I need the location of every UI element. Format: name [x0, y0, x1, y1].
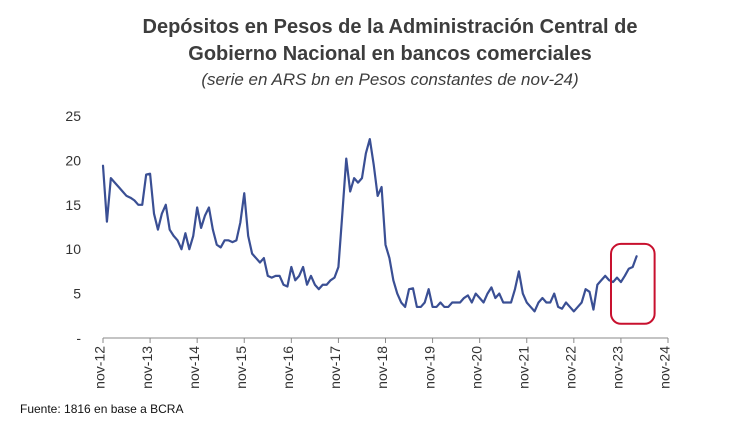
x-tick-label: nov-21	[515, 346, 531, 389]
y-tick-label: 15	[65, 197, 81, 213]
chart-title-line-1: Depósitos en Pesos de la Administración …	[142, 16, 638, 38]
x-tick-label: nov-19	[421, 346, 437, 389]
y-tick-label: 10	[65, 241, 81, 257]
highlight-box	[609, 242, 656, 325]
series-line	[101, 137, 638, 313]
x-tick-label: nov-20	[468, 346, 484, 389]
y-axis-ticks: 25 20 15 10 5 -	[65, 108, 81, 346]
y-tick-label: 5	[73, 286, 81, 302]
y-tick-label: -	[76, 330, 81, 346]
x-tick-label: nov-24	[657, 346, 673, 389]
chart-subtitle: (serie en ARS bn en Pesos constantes de …	[201, 70, 579, 89]
x-tick-label: nov-17	[327, 346, 343, 389]
x-tick-label: nov-18	[374, 346, 390, 389]
x-tick-label: nov-23	[610, 346, 626, 389]
x-tick-label: nov-14	[186, 346, 202, 389]
y-tick-label: 20	[65, 152, 81, 168]
x-tick-label: nov-13	[139, 346, 155, 389]
chart-title: Depósitos en Pesos de la Administración …	[0, 14, 730, 68]
x-tick-label: nov-12	[92, 346, 108, 389]
series-group	[101, 137, 638, 313]
y-tick-label: 25	[65, 108, 81, 124]
source-note: Fuente: 1816 en base a BCRA	[20, 402, 184, 416]
x-axis-ticks: nov-12 nov-13 nov-14 nov-15 nov-16 nov-17 nov-…	[92, 338, 673, 389]
x-tick-label: nov-22	[563, 346, 579, 389]
x-tick-label: nov-16	[280, 346, 296, 389]
x-tick-label: nov-15	[233, 346, 249, 389]
chart-title-line-2: Gobierno Nacional en bancos comerciales	[188, 43, 592, 65]
